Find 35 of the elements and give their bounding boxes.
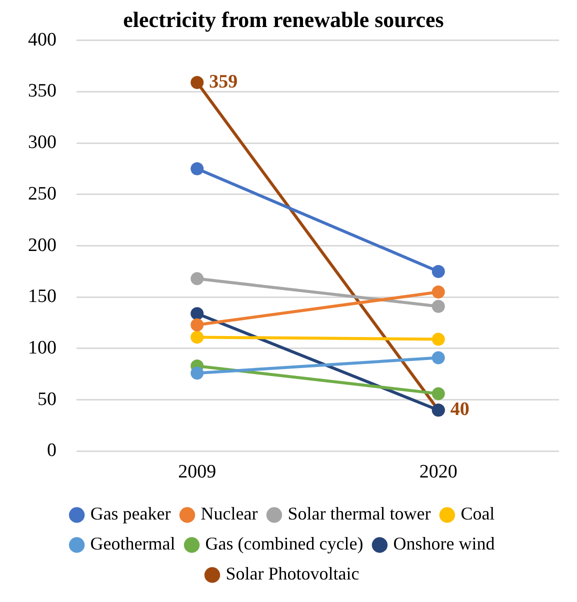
y-tick-label: 300	[28, 132, 56, 154]
legend-label: Gas peaker	[90, 504, 171, 524]
chart-title: electricity from renewable sources	[123, 6, 444, 32]
point	[432, 264, 445, 278]
point	[190, 162, 204, 176]
y-tick-label: 200	[28, 234, 56, 256]
point	[432, 351, 445, 364]
data-label: 359	[209, 71, 238, 92]
point	[190, 307, 204, 320]
point	[190, 330, 204, 344]
legend-label: Gas (combined cycle)	[205, 534, 364, 554]
y-tick-label: 350	[28, 80, 56, 102]
point	[190, 272, 204, 286]
point	[190, 318, 204, 332]
point	[190, 76, 204, 90]
y-tick-label: 50	[38, 388, 56, 410]
y-tick-label: 0	[47, 440, 56, 462]
y-tick-label: 150	[28, 286, 56, 308]
x-tick-label: 2009	[178, 462, 216, 483]
point	[432, 332, 445, 346]
point	[432, 300, 445, 313]
legend-label: Solar Photovoltaic	[226, 564, 360, 584]
point	[190, 366, 204, 380]
legend-label: Geothermal	[90, 534, 176, 554]
x-tick-label: 2020	[419, 462, 458, 483]
data-label: 40	[450, 399, 470, 420]
point	[432, 286, 445, 299]
y-tick-label: 100	[28, 337, 56, 358]
legend-label: Solar thermal tower	[288, 504, 431, 524]
legend-label: Nuclear	[200, 504, 258, 524]
point	[432, 387, 445, 400]
y-tick-label: 400	[28, 29, 56, 50]
legend-label: Coal	[460, 504, 495, 524]
y-tick-label: 250	[28, 183, 56, 204]
legend-label: Onshore wind	[393, 534, 495, 554]
